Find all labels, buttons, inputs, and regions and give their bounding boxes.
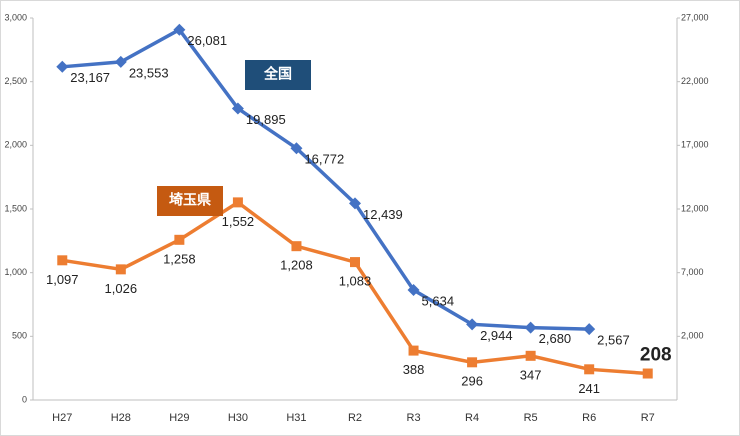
point [57, 255, 68, 266]
value-label: 16,772 [304, 152, 344, 167]
value-label: 1,552 [222, 214, 255, 229]
x-tick-label: R2 [348, 412, 362, 424]
point [349, 197, 361, 210]
y-tick-label: 1,000 [4, 267, 27, 277]
point [174, 234, 185, 245]
point [291, 241, 302, 252]
point [350, 257, 360, 268]
y2-tick-label: 27,000 [681, 12, 709, 22]
point [466, 318, 479, 331]
y2-tick-label: 12,000 [681, 203, 709, 213]
y-tick-label: 0 [22, 394, 27, 404]
point [115, 264, 126, 275]
y2-tick-label: 17,000 [681, 140, 709, 150]
series-line [62, 27, 590, 331]
point [231, 102, 244, 115]
point [584, 364, 595, 375]
x-tick-label: R4 [465, 412, 479, 424]
value-label: 12,439 [363, 207, 403, 222]
value-label: 388 [403, 362, 425, 377]
x-tick-label: H29 [169, 412, 189, 424]
legend-label: 埼玉県 [169, 192, 211, 208]
value-label: 2,944 [480, 328, 513, 343]
point [173, 23, 186, 36]
value-label: 2,567 [597, 333, 630, 348]
value-label: 2,680 [539, 331, 572, 346]
x-tick-label: R5 [524, 412, 538, 424]
value-label: 1,208 [280, 258, 313, 273]
value-label: 19,895 [246, 112, 286, 127]
point [407, 284, 420, 297]
y2-tick-label: 7,000 [681, 267, 704, 277]
value-label: 26,081 [187, 33, 227, 48]
value-label: 1,026 [105, 281, 138, 296]
y-tick-label: 500 [12, 331, 27, 341]
y-tick-label: 2,500 [4, 76, 27, 86]
point [56, 60, 69, 73]
point [583, 323, 596, 336]
x-tick-label: R6 [582, 412, 596, 424]
point [525, 350, 536, 361]
value-label: 1,258 [163, 251, 196, 266]
x-tick-label: H31 [286, 412, 306, 424]
value-label: 241 [578, 381, 600, 396]
x-tick-label: H28 [111, 412, 131, 424]
value-label: 347 [520, 367, 542, 382]
x-tick-label: H27 [52, 412, 72, 424]
legend-label: 全国 [263, 66, 292, 82]
y-tick-label: 2,000 [4, 140, 27, 150]
x-tick-label: R7 [641, 412, 655, 424]
value-label: 208 [640, 345, 672, 366]
point [114, 55, 127, 68]
y-tick-label: 1,500 [4, 203, 27, 213]
y-tick-label: 3,000 [4, 12, 27, 22]
value-label: 1,097 [46, 272, 79, 287]
x-tick-label: H30 [228, 412, 248, 424]
y2-tick-label: 2,000 [681, 331, 704, 341]
legend-box [157, 186, 223, 216]
y2-tick-label: 22,000 [681, 76, 709, 86]
point [290, 142, 303, 155]
x-tick-label: R3 [407, 412, 421, 424]
point [524, 321, 537, 334]
point [408, 345, 419, 356]
value-label: 296 [461, 374, 483, 389]
value-label: 23,167 [70, 70, 110, 85]
legend-box [245, 60, 311, 90]
value-label: 5,634 [422, 293, 455, 308]
point [642, 368, 653, 379]
value-label: 1,083 [339, 274, 372, 289]
value-label: 23,553 [129, 65, 169, 80]
point [467, 357, 478, 368]
point [232, 197, 243, 208]
